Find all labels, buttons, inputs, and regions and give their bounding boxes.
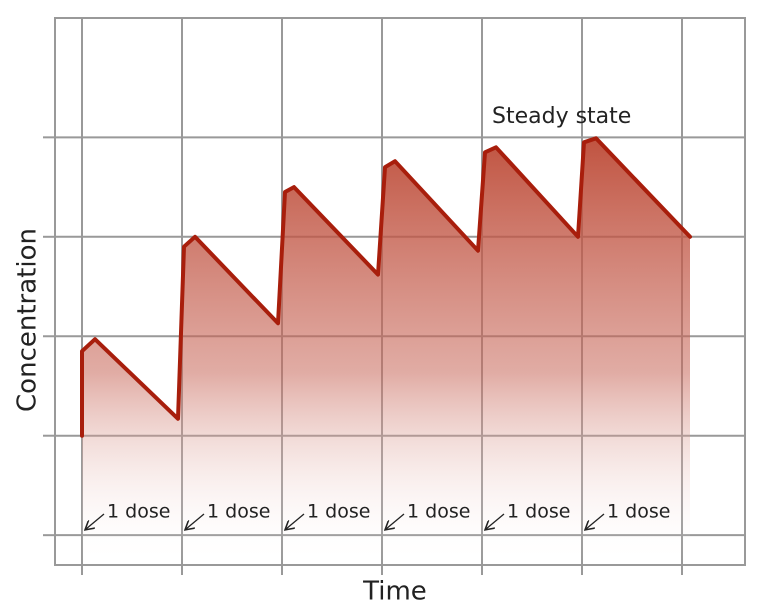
annotation: Steady state <box>492 104 631 129</box>
dose-arrow <box>286 513 305 529</box>
dose-label: 1 dose <box>307 501 370 523</box>
dose-arrow <box>86 513 105 529</box>
x-axis-label: Time <box>362 577 427 607</box>
dose-label: 1 dose <box>207 501 270 523</box>
dose-label: 1 dose <box>407 501 470 523</box>
dose-arrow <box>386 513 405 529</box>
dose-arrow <box>186 513 205 529</box>
dose-arrow <box>586 513 605 529</box>
dose-label: 1 dose <box>507 501 570 523</box>
dose-arrow <box>486 513 505 529</box>
y-axis-label: Concentration <box>13 228 43 412</box>
line <box>80 136 692 438</box>
dose-label: 1 dose <box>607 501 670 523</box>
area <box>82 138 690 566</box>
dose-label: 1 dose <box>107 501 170 523</box>
